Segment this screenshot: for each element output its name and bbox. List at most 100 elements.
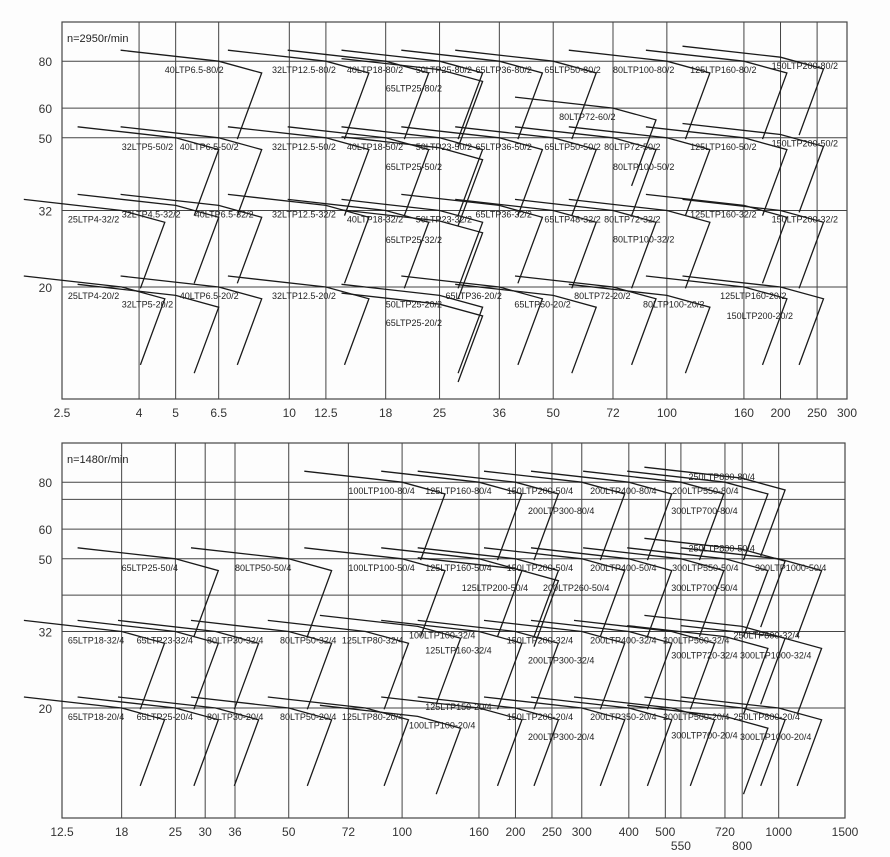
pump-curve [568,126,711,216]
pump-curve [573,619,716,710]
pump-curve [514,198,657,289]
pump-label: 100LTP100-50/4 [348,563,414,573]
pump-curve [644,696,786,787]
pump-curve [644,466,786,557]
pump-curve [401,193,544,284]
pump-curve [530,470,673,561]
pump-label: 32LTP5-50/2 [122,142,173,152]
pump-label: 150LTP200-20/4 [507,712,573,722]
pump-label: 150LTP200-20/2 [727,311,793,321]
pump-curve [77,696,220,787]
pump-label: 50LTP25-80/2 [416,65,472,75]
pump-label: 100LTP100-20/4 [409,720,475,730]
pump-label: 125LTP160-32/2 [690,209,756,219]
pump-curve [401,49,544,140]
x-tick-label: 36 [493,406,507,420]
pump-curve [483,547,626,637]
pump-curve [530,619,673,710]
pump-label: 65LTP23-32/4 [137,635,193,645]
pump-label: 200LTP400-32/4 [590,635,656,645]
x-tick-label: 6.5 [210,406,227,420]
pump-label: 80LTP50-50/4 [235,563,291,573]
pump-curve [319,704,462,795]
pump-curve [381,470,523,561]
pump-curve [583,470,725,561]
pump-curve [287,49,430,140]
pump-curve [190,547,333,637]
x-tick-label: 18 [379,406,393,420]
pump-label: 200LTP550-80/4 [672,486,738,496]
pump-curve [77,126,220,216]
x-tick-label: 200 [505,825,525,839]
pump-label: 65LTP25-80/2 [386,84,442,94]
pump-curve [583,547,725,637]
x-tick-label: 50 [282,825,296,839]
x-tick-label: 160 [734,406,754,420]
pump-label: 80LTP72-20/2 [574,291,630,301]
pump-curve [23,275,166,366]
pump-label: 200LTP300-32/4 [528,655,594,665]
x-tick-label: 12.5 [50,825,74,839]
y-tick-label: 20 [39,281,53,295]
y-tick-label: 32 [39,204,53,218]
y-tick-label: 32 [39,625,53,639]
pump-label: 65LTP25-50/2 [386,162,442,172]
pump-label: 65LTP48-32/2 [544,214,600,224]
x-tick-label: 100 [657,406,677,420]
pump-curve [417,470,560,561]
pump-curve [267,696,410,787]
x-tick-label: 25 [433,406,447,420]
pump-curve [680,547,823,637]
pump-curve [682,122,825,213]
pump-label: 150LTP200-80/2 [772,61,838,71]
y-tick-label: 60 [39,102,53,116]
pump-label: 80LTP100-20/2 [643,299,704,309]
pump-curve [680,696,823,787]
pump-label: 80LTP30-32/4 [207,635,263,645]
pump-curve [401,126,544,216]
pump-label: 125LTP160-80/2 [690,65,756,75]
pump-curve [644,614,786,705]
pump-label: 80LTP50-20/4 [280,712,336,722]
pump-curve [227,275,370,366]
pump-label: 200LTP350-20/4 [590,712,656,722]
x-tick-label: 12.5 [314,406,338,420]
pump-curve [682,198,825,289]
pump-label: 150LTP200-32/2 [772,214,838,224]
x-tick-label: 400 [619,825,639,839]
x-tick-label: 250 [807,406,827,420]
pump-label: 65LTP18-32/4 [68,635,124,645]
x-tick-label: 30 [199,825,213,839]
pump-label: 32LTP4.5-32/2 [122,209,181,219]
x-tick-label: 300 [572,825,592,839]
pump-curve [627,547,769,637]
pump-label: 300LTP720-32/4 [671,651,737,661]
x-tick-label: 72 [606,406,620,420]
pump-label: 40LTP18-80/2 [347,65,403,75]
chart-2: n=1480r/min 12.5 18 25 30 36 50 72 100 160 200 250 3… [23,442,859,853]
pump-curve [455,49,598,140]
pump-label: 65LTP36-32/2 [475,209,531,219]
pump-curve [644,537,786,628]
pump-label: 300LTP1000-50/4 [755,563,826,573]
pump-label: 40LTP18-32/2 [347,214,403,224]
pump-curve [190,696,333,787]
x-tick-label: 300 [837,406,857,420]
pump-curve [568,198,711,289]
x-tick-label: 1500 [832,825,859,839]
pump-curve [514,275,657,366]
y-tick-label: 50 [39,553,53,567]
pump-curve [341,49,484,140]
y-tick-label: 50 [39,132,53,146]
pump-curve [77,619,220,710]
x-tick-label: 250 [542,825,562,839]
pump-label: 125LTP80-20/4 [342,712,403,722]
x-tick-label: 800 [732,839,752,853]
pump-curve [120,126,263,216]
pump-label: 125LTP160-50/2 [690,142,756,152]
pump-curve [645,49,788,140]
x-tick-label: 720 [715,825,735,839]
pump-curve [514,96,657,187]
pump-label: 65LTP36-20/2 [445,291,501,301]
